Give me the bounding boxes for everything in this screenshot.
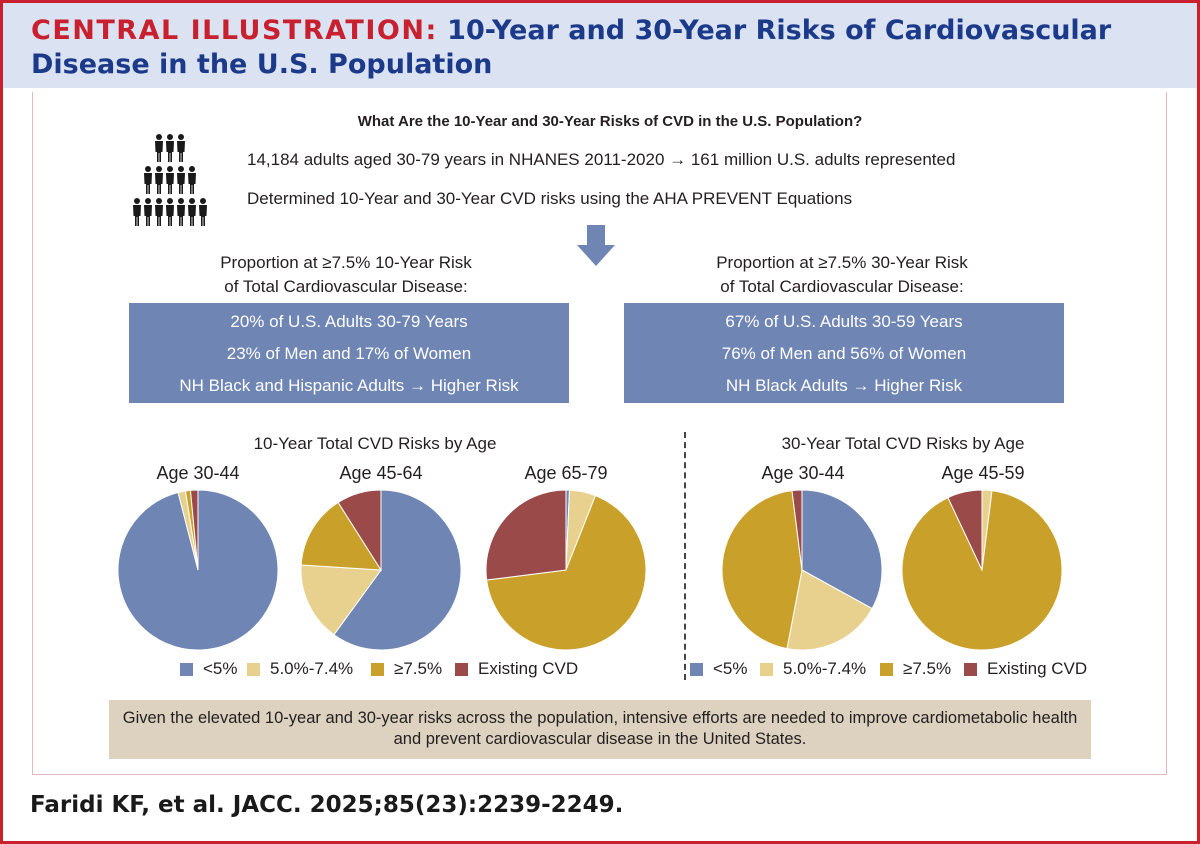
- pie-label: Age 30-44: [156, 463, 240, 483]
- legend-label: 5.0%-7.4%: [783, 659, 867, 678]
- slice-existing-cvd: [485, 489, 567, 581]
- title-lead: CENTRAL ILLUSTRATION:: [31, 15, 438, 46]
- right-proportion-title: Proportion at ≥7.5% 30-Year Risk of Tota…: [602, 251, 1082, 299]
- person-figure: [166, 166, 174, 194]
- slice-ge7-5: [721, 490, 803, 650]
- legend-swatch: [880, 663, 893, 676]
- legend-swatch: [690, 663, 703, 676]
- person-figure: [199, 198, 207, 226]
- right-summary-line: NH Black Adults → Higher Risk: [725, 376, 963, 395]
- legend-label: ≥7.5%: [394, 659, 443, 678]
- person-figure: [144, 166, 152, 194]
- legend-swatch: [455, 663, 468, 676]
- slice-5-7: [786, 569, 873, 651]
- question-heading: What Are the 10-Year and 30-Year Risks o…: [357, 113, 863, 130]
- legend-swatch: [180, 663, 193, 676]
- left-summary-line: NH Black and Hispanic Adults → Higher Ri…: [179, 376, 519, 395]
- legend-label: ≥7.5%: [903, 659, 952, 678]
- fact-method: Determined 10-Year and 30-Year CVD risks…: [247, 189, 853, 208]
- person-figure: [177, 134, 185, 162]
- pie-label: Age 45-59: [941, 463, 1025, 483]
- content-frame: [32, 92, 1167, 775]
- person-figure: [188, 166, 196, 194]
- slice-ge7-5: [300, 501, 382, 571]
- person-figure: [144, 198, 152, 226]
- section-divider: [684, 432, 686, 680]
- legend-label: 5.0%-7.4%: [270, 659, 354, 678]
- conclusion-box: Given the elevated 10-year and 30-year r…: [109, 700, 1091, 759]
- left-summary-line: 20% of U.S. Adults 30-79 Years: [230, 312, 468, 331]
- conclusion-text: Given the elevated 10-year and 30-year r…: [122, 709, 1078, 748]
- person-figure: [155, 198, 163, 226]
- slice-ge7-5: [486, 494, 647, 651]
- title-text: 10-Year and 30-Year Risks of Cardiovascu…: [31, 15, 1112, 80]
- left-summary-box: 20% of U.S. Adults 30-79 Years 23% of Me…: [129, 303, 569, 403]
- left-proportion-line1: Proportion at ≥7.5% 10-Year Risk: [220, 253, 472, 272]
- chart-title-30yr: 30-Year Total CVD Risks by Age: [781, 434, 1025, 453]
- page-title: CENTRAL ILLUSTRATION: 10-Year and 30-Yea…: [31, 14, 1181, 82]
- citation: Faridi KF, et al. JACC. 2025;85(23):2239…: [30, 792, 624, 818]
- right-proportion-line1: Proportion at ≥7.5% 30-Year Risk: [716, 253, 968, 272]
- people-icon: [133, 134, 207, 226]
- slice-5-7: [300, 564, 382, 636]
- legend-label: Existing CVD: [987, 659, 1088, 678]
- fact-cohort: 14,184 adults aged 30-79 years in NHANES…: [247, 150, 956, 169]
- legend-swatch: [247, 663, 260, 676]
- person-figure: [166, 198, 174, 226]
- legend-swatch: [371, 663, 384, 676]
- right-summary-line: 76% of Men and 56% of Women: [721, 344, 967, 363]
- pie-label: Age 45-64: [339, 463, 423, 483]
- person-figure: [166, 134, 174, 162]
- pie-10yr-age-30-44: [117, 489, 279, 651]
- slice-existing-cvd: [337, 489, 382, 572]
- down-arrow-icon: [577, 225, 615, 266]
- legend-label: <5%: [713, 659, 748, 678]
- right-proportion-line2: of Total Cardiovascular Disease:: [720, 277, 964, 296]
- right-summary-line: 67% of U.S. Adults 30-59 Years: [725, 312, 963, 331]
- right-summary-box: 67% of U.S. Adults 30-59 Years 76% of Me…: [624, 303, 1064, 403]
- slice-lt5: [333, 489, 462, 651]
- person-figure: [155, 134, 163, 162]
- pie-label: Age 30-44: [761, 463, 845, 483]
- slice-lt5: [801, 489, 883, 610]
- pie-30yr-age-30-44: [721, 489, 883, 651]
- left-proportion-title: Proportion at ≥7.5% 10-Year Risk of Tota…: [106, 251, 586, 299]
- person-figure: [177, 198, 185, 226]
- legend-label: Existing CVD: [478, 659, 579, 678]
- chart-title-10yr: 10-Year Total CVD Risks by Age: [253, 434, 497, 453]
- slice-existing-cvd: [791, 489, 803, 571]
- slice-existing-cvd: [189, 489, 199, 571]
- pie-label: Age 65-79: [524, 463, 608, 483]
- person-figure: [188, 198, 196, 226]
- pie-10yr-age-65-79: [485, 489, 647, 651]
- person-figure: [133, 198, 141, 226]
- left-proportion-line2: of Total Cardiovascular Disease:: [224, 277, 468, 296]
- pie-10yr-age-45-64: [300, 489, 462, 651]
- legend-label: <5%: [203, 659, 238, 678]
- person-figure: [177, 166, 185, 194]
- left-summary-line: 23% of Men and 17% of Women: [226, 344, 472, 363]
- legend-swatch: [760, 663, 773, 676]
- legend-swatch: [964, 663, 977, 676]
- header-banner: CENTRAL ILLUSTRATION: 10-Year and 30-Yea…: [3, 3, 1197, 88]
- person-figure: [155, 166, 163, 194]
- slice-ge7-5: [901, 490, 1063, 651]
- pie-30yr-age-45-59: [901, 489, 1063, 651]
- slice-existing-cvd: [947, 489, 983, 571]
